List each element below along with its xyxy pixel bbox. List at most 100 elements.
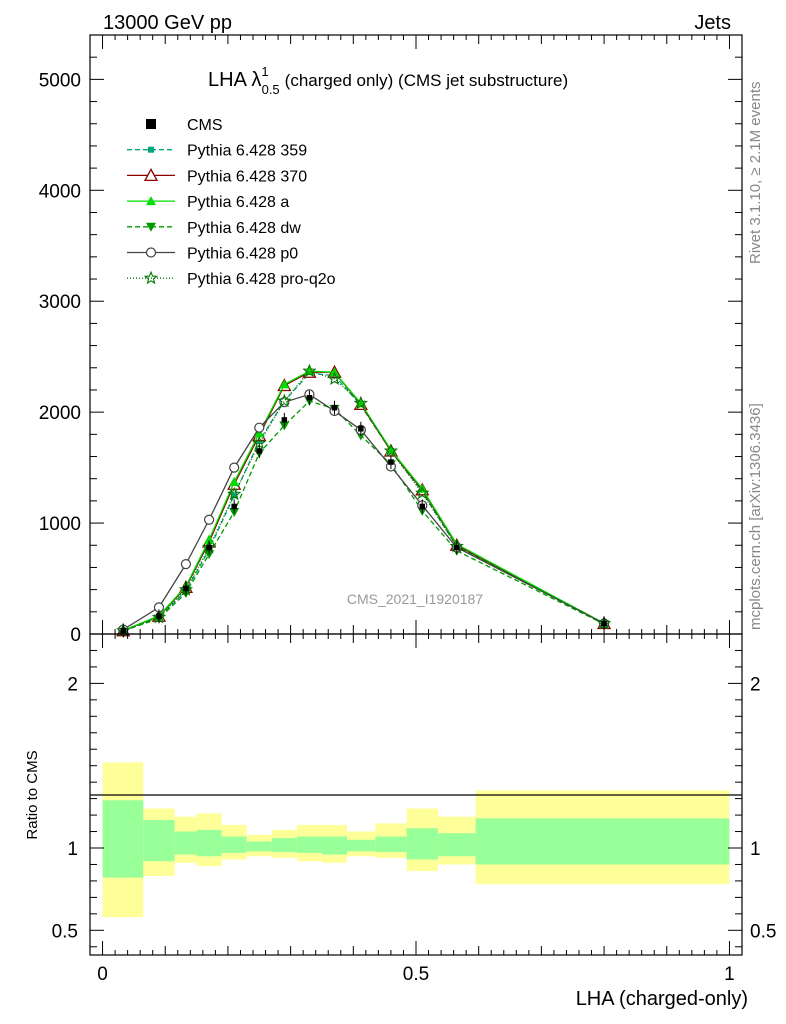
- legend-label: Pythia 6.428 pro-q2o: [187, 271, 336, 288]
- series-point: [254, 422, 265, 433]
- x-tick-label: 1: [724, 964, 735, 985]
- side-label-mcplots: mcplots.cern.ch [arXiv:1306.3436]: [747, 403, 764, 630]
- legend-item-1: Pythia 6.428 359: [127, 143, 307, 160]
- main-panel: CMS_2021_I1920187 LHA λ1 0.5 (charged only…: [39, 34, 743, 646]
- legend-marker: [146, 196, 156, 206]
- ratio-band-inner: [174, 831, 197, 855]
- legend-label: Pythia 6.428 a: [187, 194, 289, 211]
- series-line: [122, 393, 605, 631]
- y-tick-label: 2000: [39, 403, 81, 424]
- cms-point: [601, 620, 607, 627]
- legend-item-2: Pythia 6.428 370: [127, 168, 307, 185]
- series-line: [123, 400, 605, 632]
- ratio-band-inner: [321, 836, 348, 855]
- series-point: [277, 393, 292, 408]
- y-tick-label: 5000: [39, 70, 81, 91]
- ratio-band-inner: [102, 800, 144, 878]
- series-line: [122, 370, 605, 632]
- ratio-band-inner: [221, 836, 247, 853]
- cms-point: [331, 404, 338, 411]
- legend-item-0: CMS: [146, 117, 223, 134]
- ratio-y-tick-label-right: 0.5: [750, 921, 776, 942]
- legend-item-6: Pythia 6.428 pro-q2o: [127, 270, 336, 288]
- cms-point: [256, 448, 263, 454]
- series-cms: [120, 390, 607, 638]
- ratio-y-tick-label-right: 1: [750, 839, 761, 860]
- cms-point: [206, 544, 212, 551]
- y-tick-label: 3000: [39, 292, 81, 313]
- legend-marker: [145, 247, 157, 258]
- legend-item-3: Pythia 6.428 a: [127, 194, 289, 211]
- ratio-panel: 0 0.5 1 0.5 0.5 1 1 2 2 Ratio to CMS: [24, 633, 776, 985]
- ratio-bands: [102, 762, 730, 918]
- cms-point: [231, 503, 237, 510]
- series-point: [229, 462, 240, 473]
- series-point: [279, 379, 290, 389]
- legend-marker: [146, 119, 156, 129]
- legend-label: Pythia 6.428 359: [187, 143, 307, 160]
- cms-point: [358, 426, 364, 432]
- cms-point: [454, 544, 460, 551]
- ratio-band-inner: [406, 828, 438, 860]
- cms-point: [120, 627, 126, 634]
- ratio-ylabel: Ratio to CMS: [24, 750, 41, 839]
- cms-point: [183, 585, 189, 592]
- legend-marker: [148, 146, 154, 153]
- series-point: [383, 443, 399, 458]
- cms-point: [306, 394, 313, 401]
- y-tick-label: 0: [70, 625, 81, 646]
- series-point: [180, 559, 192, 570]
- side-label-rivet: Rivet 3.1.10, ≥ 2.1M events: [747, 82, 764, 265]
- ratio-band-inner: [347, 839, 376, 852]
- legend-marker: [143, 168, 159, 182]
- ratio-band-inner: [296, 836, 322, 853]
- x-axis-label: LHA (charged-only): [576, 988, 748, 1010]
- chart-title: LHA λ1 0.5 (charged only) (CMS jet substru…: [208, 64, 568, 97]
- series-point: [415, 485, 430, 500]
- cms-point: [156, 613, 162, 620]
- ratio-band-inner: [246, 841, 272, 852]
- chart-title-main: LHA λ: [208, 69, 261, 91]
- legend-marker: [143, 270, 159, 285]
- cms-point: [419, 503, 426, 510]
- legend-marker: [146, 222, 156, 232]
- header-energy-label: 13000 GeV pp: [103, 12, 232, 34]
- chart-title-rest: (charged only) (CMS jet substructure): [285, 71, 568, 90]
- series-line: [123, 372, 605, 632]
- ratio-band-inner: [271, 838, 297, 853]
- legend-label: Pythia 6.428 p0: [187, 246, 298, 263]
- ratio-band-inner: [375, 836, 407, 853]
- ratio-band-inner: [475, 818, 730, 865]
- series-point: [231, 492, 238, 499]
- series-point: [204, 514, 215, 525]
- legend-item-4: Pythia 6.428 dw: [127, 220, 301, 237]
- legend-label: Pythia 6.428 370: [187, 168, 307, 185]
- ratio-band-inner: [196, 829, 222, 857]
- y-tick-label: 4000: [39, 181, 81, 202]
- series-point: [204, 550, 215, 560]
- y-tick-label: 1000: [39, 514, 81, 535]
- chart-title-sub: 0.5: [262, 82, 280, 97]
- series-point: [204, 534, 215, 544]
- series-point: [229, 477, 240, 487]
- legend-label: CMS: [187, 117, 223, 134]
- cms-point: [281, 417, 288, 423]
- series-point: [302, 363, 317, 378]
- series-point: [353, 395, 368, 410]
- chart-title-sup: 1: [261, 64, 268, 79]
- ratio-band-inner: [143, 820, 175, 862]
- chart-watermark: CMS_2021_I1920187: [347, 591, 483, 607]
- series-line: [123, 370, 605, 632]
- ratio-y-tick-label: 1: [67, 839, 78, 860]
- x-tick-label: 0: [97, 964, 108, 985]
- main-series-layer: [116, 363, 612, 638]
- ratio-y-tick-label: 0.5: [52, 921, 78, 942]
- cms-point: [388, 459, 394, 465]
- x-tick-label: 0.5: [403, 964, 429, 985]
- legend-label: Pythia 6.428 dw: [187, 220, 301, 237]
- legend-item-5: Pythia 6.428 p0: [127, 246, 298, 263]
- ratio-y-tick-label-right: 2: [750, 674, 761, 695]
- header-jets-label: Jets: [694, 12, 731, 34]
- legend: CMS Pythia 6.428 359 Pythia 6.428 370 Pythi…: [127, 117, 336, 288]
